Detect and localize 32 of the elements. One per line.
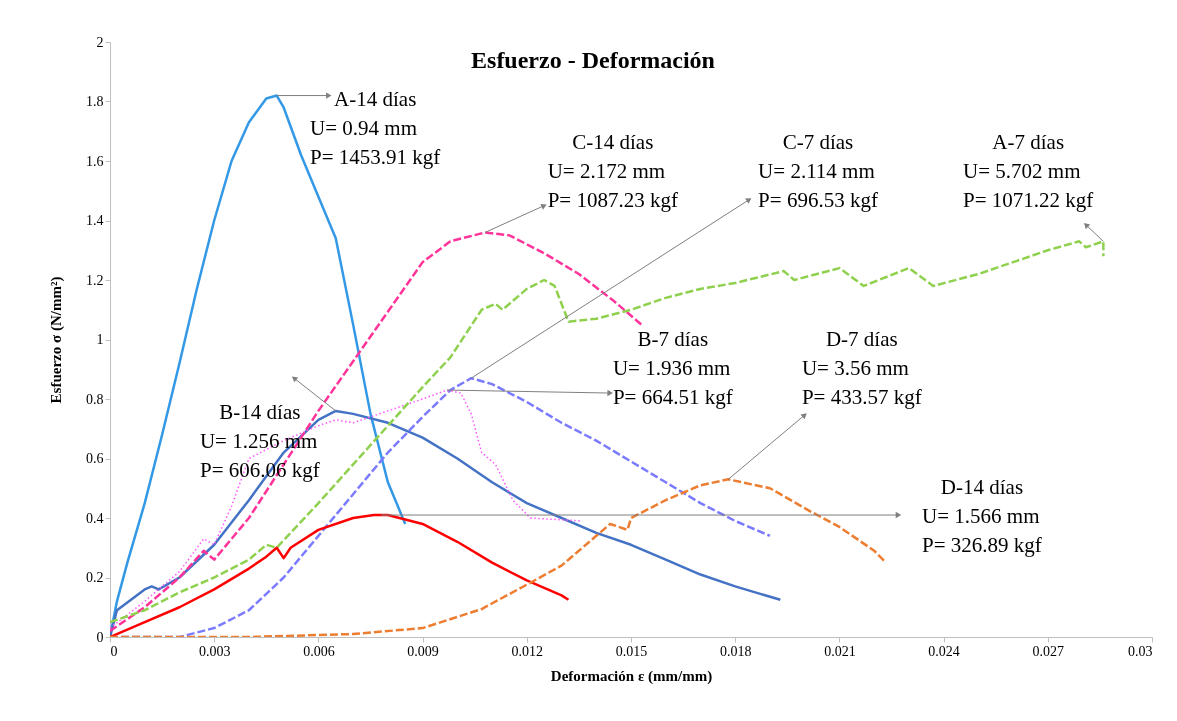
y-tick-label: 2 xyxy=(96,34,104,50)
y-axis-title: Esfuerzo σ (N/mm²) xyxy=(48,276,65,404)
x-tick-label: 0.006 xyxy=(303,643,335,659)
y-tick-label: 1.6 xyxy=(86,153,104,169)
x-tick-label: 0.003 xyxy=(198,643,231,659)
y-tick-label: 0 xyxy=(96,629,104,645)
x-tick-label: 0.012 xyxy=(511,643,544,659)
annotation: A-14 días U= 0.94 mm P= 1453.91 kgf xyxy=(310,87,441,170)
x-tick-label: 0 xyxy=(110,643,118,659)
x-tick-label: 0.018 xyxy=(719,643,752,659)
x-tick-label: 0.027 xyxy=(1032,643,1065,659)
annotation: D-7 días U= 3.56 mm P= 433.57 kgf xyxy=(801,327,922,410)
annotation: C-14 días U= 2.172 mm P= 1087.23 kgf xyxy=(547,130,678,213)
annotation: A-7 días U= 5.702 mm P= 1071.22 kgf xyxy=(963,130,1094,213)
annotation: B-7 días U= 1.936 mm P= 664.51 kgf xyxy=(612,327,733,410)
y-tick-label: 1.2 xyxy=(86,272,104,288)
annotation: D-14 días U= 1.566 mm P= 326.89 kgf xyxy=(922,475,1042,558)
x-tick-label: 0.024 xyxy=(928,643,960,659)
y-tick-label: 0.8 xyxy=(86,391,104,407)
y-tick-label: 1.8 xyxy=(86,94,104,109)
x-tick-label: 0.03 xyxy=(1128,643,1153,659)
x-tick-label: 0.021 xyxy=(824,643,856,659)
y-tick-label: 1.4 xyxy=(86,213,104,228)
y-tick-label: 1 xyxy=(96,332,104,347)
y-tick-label: 0.6 xyxy=(86,451,104,466)
x-tick-label: 0.009 xyxy=(407,643,439,659)
y-tick-label: 0.4 xyxy=(86,510,104,526)
x-axis-title: Deformación ε (mm/mm) xyxy=(550,667,713,685)
x-tick-label: 0.015 xyxy=(615,643,648,659)
y-tick-label: 0.2 xyxy=(86,570,104,585)
chart-title: Esfuerzo - Deformación xyxy=(471,47,715,73)
annotation: C-7 días U= 2.114 mm P= 696.53 kgf xyxy=(758,130,878,213)
